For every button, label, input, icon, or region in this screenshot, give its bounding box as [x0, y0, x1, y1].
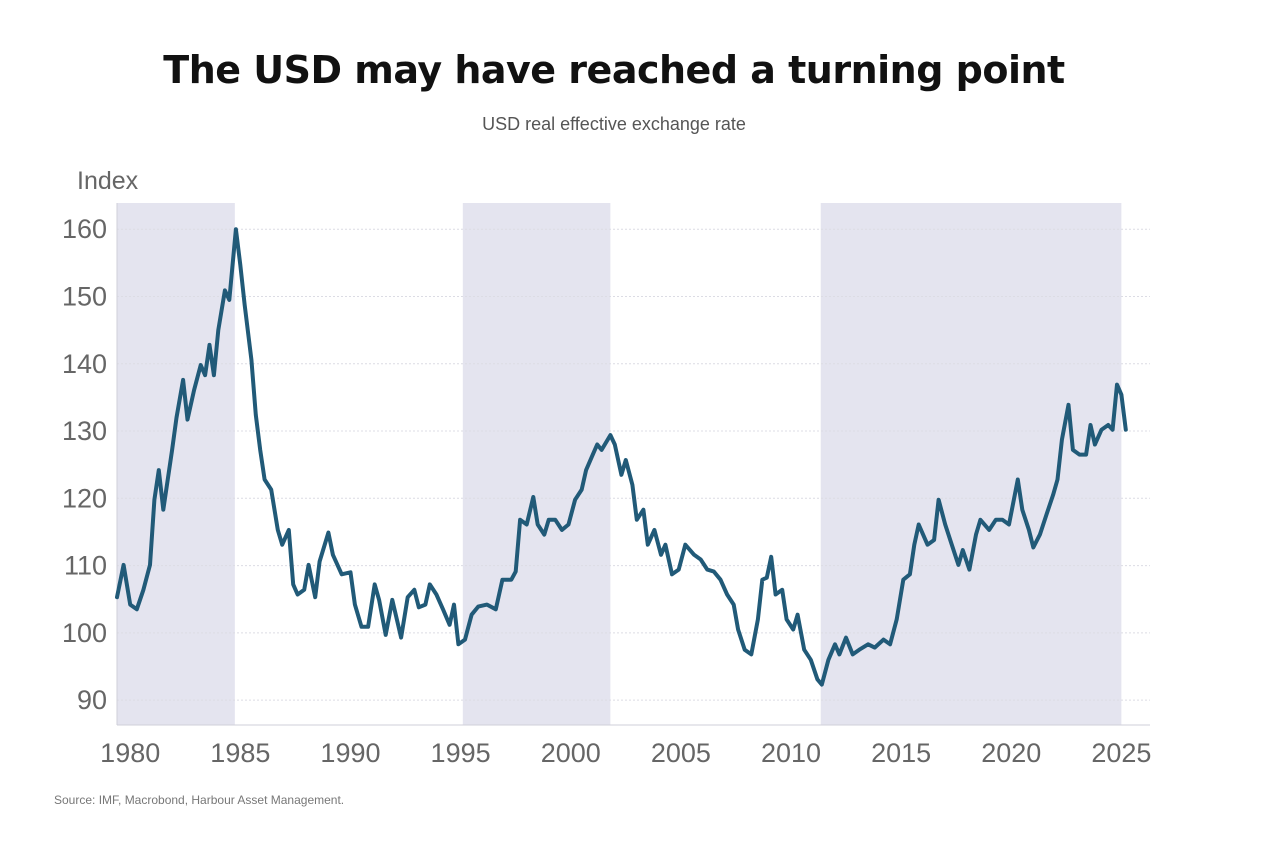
x-tick-label: 1995: [431, 738, 491, 768]
x-tick-label: 2015: [871, 738, 931, 768]
shaded-period: [820, 203, 1122, 725]
x-tick-label: 2025: [1091, 738, 1151, 768]
y-tick-labels: 90 100 110 120 130 140 150 160: [62, 214, 107, 715]
y-tick-label: 100: [62, 618, 107, 648]
shaded-period: [462, 203, 611, 725]
y-tick-label: 110: [64, 551, 107, 581]
axes: [116, 203, 1150, 726]
y-tick-label: 140: [62, 349, 107, 379]
x-tick-label: 1985: [210, 738, 270, 768]
shaded-period: [117, 203, 235, 725]
series-line-usd-reer: [115, 227, 1128, 687]
y-tick-label: 130: [62, 416, 107, 446]
y-tick-label: 90: [77, 685, 107, 715]
x-tick-label: 1980: [100, 738, 160, 768]
series-lines: [115, 227, 1128, 687]
x-tick-label: 2010: [761, 738, 821, 768]
source-note: Source: IMF, Macrobond, Harbour Asset Ma…: [54, 793, 345, 807]
shaded-periods: [117, 203, 1122, 725]
x-tick-labels: 1980 1985 1990 1995 2000 2005 2010 2015 2020 2025: [100, 738, 1151, 768]
x-tick-label: 2020: [981, 738, 1041, 768]
x-tick-label: 1990: [320, 738, 380, 768]
x-tick-label: 2005: [651, 738, 711, 768]
gridlines: [117, 228, 1150, 701]
y-tick-label: 120: [62, 483, 107, 513]
x-tick-label: 2000: [541, 738, 601, 768]
y-axis-label: Index: [77, 167, 139, 195]
y-tick-label: 150: [62, 282, 107, 312]
chart-subtitle: USD real effective exchange rate: [482, 114, 746, 134]
y-tick-label: 160: [62, 214, 107, 244]
chart-title: The USD may have reached a turning point: [163, 48, 1065, 92]
